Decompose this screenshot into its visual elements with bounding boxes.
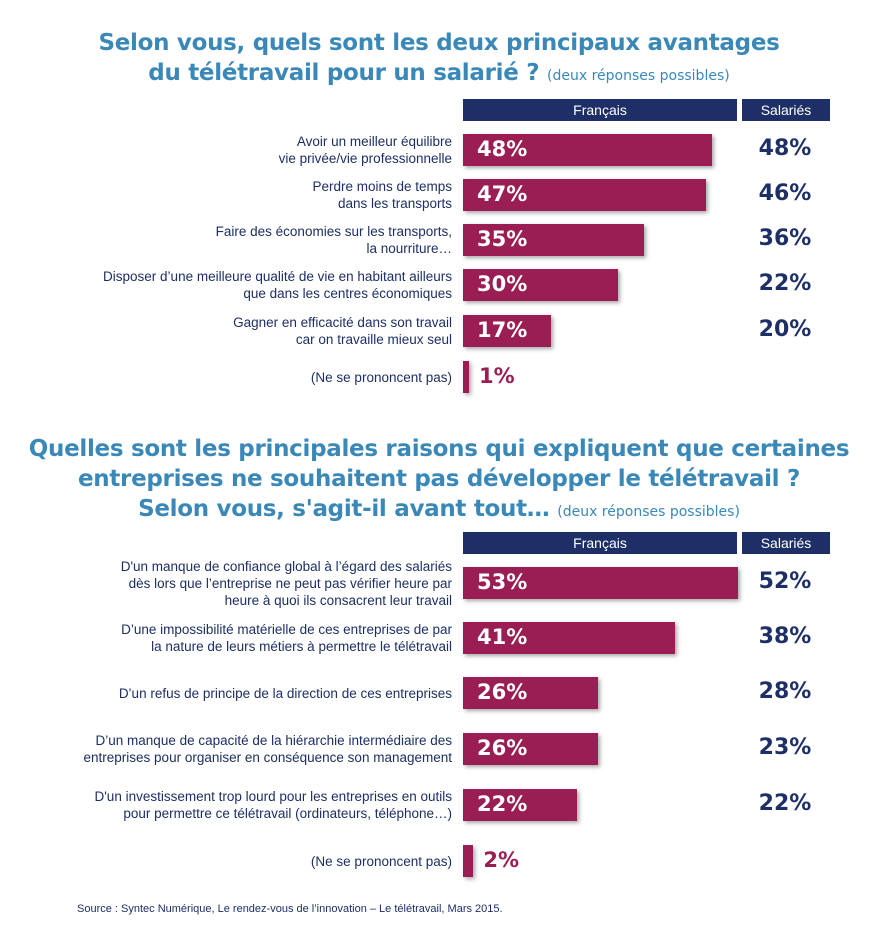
chart1-category-label-line: la nourriture… — [366, 241, 452, 256]
chart1-category-label-line: Disposer d’une meilleure qualité de vie … — [103, 269, 452, 284]
chart1-title-note: (deux réponses possibles) — [547, 68, 730, 84]
chart1-bar-francais — [463, 269, 619, 301]
chart1-category-label-line: Faire des économies sur les transports, — [215, 224, 452, 239]
chart2-category-label: (Ne se prononcent pas) — [22, 853, 452, 870]
chart1-value-francais: 1% — [479, 364, 515, 388]
chart2-category-label: D'un investissement trop lourd pour les … — [22, 788, 452, 822]
chart1-value-salaries: 48% — [758, 136, 812, 161]
chart1-value-salaries: 46% — [758, 181, 812, 206]
chart1-title-line2-row: du télétravail pour un salarié ? (deux r… — [0, 58, 878, 91]
chart1-value-salaries: 36% — [758, 226, 812, 251]
chart1-category-label-line: car on travaille mieux seul — [295, 332, 452, 347]
chart1-bar-francais — [463, 361, 469, 393]
chart2-value-salaries: 52% — [758, 569, 812, 594]
chart2-value-francais: 53% — [477, 570, 528, 594]
chart2-category-label-line: D’un manque de capacité de la hiérarchie… — [95, 733, 452, 748]
chart1-value-francais: 17% — [477, 318, 528, 342]
chart2-category-label-line: pour permettre ce télétravail (ordinateu… — [123, 806, 452, 821]
chart2-category-label-line: D'un investissement trop lourd pour les … — [94, 789, 452, 804]
chart2-value-francais: 26% — [477, 680, 528, 704]
chart2-category-label: D'un manque de confiance global à l’égar… — [22, 558, 452, 609]
chart2-bar-francais — [463, 845, 474, 877]
chart1-category-label: Gagner en efficacité dans son travail car… — [22, 314, 452, 348]
source-note: Source : Syntec Numérique, Le rendez-vou… — [77, 903, 503, 915]
chart2-title-line3: Selon vous, s'agit-il avant tout… — [138, 496, 550, 522]
chart2-category-label-line: heure à quoi ils consacrent leur travail — [224, 592, 452, 608]
chart1-category-label: Perdre moins de temps dans les transports — [22, 178, 452, 212]
chart1-title-line2: du télétravail pour un salarié ? — [148, 60, 540, 86]
chart1-category-label-line: vie privée/vie professionnelle — [278, 151, 452, 166]
chart2-category-label-line: (Ne se prononcent pas) — [310, 853, 452, 869]
chart2-title-line2: entreprises ne souhaitent pas développer… — [77, 466, 801, 492]
chart2-category-label-line: D’une impossibilité matérielle de ces en… — [121, 622, 452, 637]
chart1-title: Selon vous, quels sont les deux principa… — [0, 28, 878, 91]
chart2-bar-francais — [463, 677, 598, 709]
chart1-category-label-line: que dans les centres économiques — [243, 286, 452, 301]
chart2-value-salaries: 23% — [758, 735, 812, 760]
chart2-category-label-line: D’un refus de principe de la direction d… — [118, 685, 452, 701]
chart2-bar-francais — [463, 622, 676, 654]
chart1-value-francais: 35% — [477, 227, 528, 251]
chart2-title: Quelles sont les principales raisons qui… — [0, 434, 878, 527]
chart2-value-salaries: 28% — [758, 679, 812, 704]
chart1-category-label-line: Avoir un meilleur équilibre — [296, 134, 452, 149]
chart2-value-salaries: 22% — [758, 791, 812, 816]
chart2-category-label-line: dès lors que l’entreprise ne peut pas vé… — [128, 575, 452, 591]
chart1-category-label: Faire des économies sur les transports, l… — [22, 223, 452, 257]
chart2-header-francais: Français — [463, 532, 737, 554]
chart1-value-francais: 47% — [477, 182, 528, 206]
chart2-title-line3-row: Selon vous, s'agit-il avant tout… (deux … — [0, 494, 878, 527]
chart2-value-francais: 2% — [483, 848, 520, 872]
chart2-value-francais: 26% — [477, 736, 528, 760]
chart1-category-label-line: Perdre moins de temps — [312, 179, 452, 194]
chart2-title-line1: Quelles sont les principales raisons qui… — [28, 436, 850, 462]
chart1-category-label-line: (Ne se prononcent pas) — [310, 369, 452, 385]
chart2-category-label: D’un manque de capacité de la hiérarchie… — [22, 732, 452, 766]
chart2-header-salaries: Salariés — [742, 532, 830, 554]
chart1-category-label: Disposer d’une meilleure qualité de vie … — [22, 268, 452, 302]
chart2-category-label: D’une impossibilité matérielle de ces en… — [22, 621, 452, 655]
chart1-bar-francais — [463, 315, 552, 347]
chart2-bar-francais — [463, 789, 577, 821]
chart1-value-salaries: 20% — [758, 317, 812, 342]
chart1-value-salaries: 22% — [758, 271, 812, 296]
chart1-category-label-line: Gagner en efficacité dans son travail — [233, 315, 452, 330]
chart1-header-francais: Français — [463, 99, 737, 121]
chart1-bar-francais — [463, 179, 707, 211]
chart2-category-label-line: D'un manque de confiance global à l’égar… — [120, 558, 452, 574]
chart2-category-label: D’un refus de principe de la direction d… — [22, 685, 452, 702]
chart1-value-francais: 48% — [477, 137, 528, 161]
chart2-value-francais: 22% — [477, 792, 528, 816]
chart1-header-salaries: Salariés — [742, 99, 830, 121]
chart2-category-label-line: entreprises pour organiser en conséquenc… — [83, 750, 452, 765]
chart1-title-line1: Selon vous, quels sont les deux principa… — [98, 30, 780, 56]
chart1-bar-francais — [463, 224, 645, 256]
chart1-value-francais: 30% — [477, 272, 528, 296]
chart1-category-label-line: dans les transports — [337, 196, 452, 211]
chart1-category-label: (Ne se prononcent pas) — [22, 369, 452, 386]
chart1-category-label: Avoir un meilleur équilibre vie privée/vi… — [22, 133, 452, 167]
chart2-value-salaries: 38% — [758, 624, 812, 649]
chart2-bar-francais — [463, 733, 598, 765]
chart2-title-note: (deux réponses possibles) — [557, 504, 740, 520]
chart2-bar-francais — [463, 567, 738, 599]
chart2-value-francais: 41% — [477, 625, 528, 649]
chart1-bar-francais — [463, 134, 712, 166]
chart2-category-label-line: la nature de leurs métiers à permettre l… — [151, 639, 452, 654]
